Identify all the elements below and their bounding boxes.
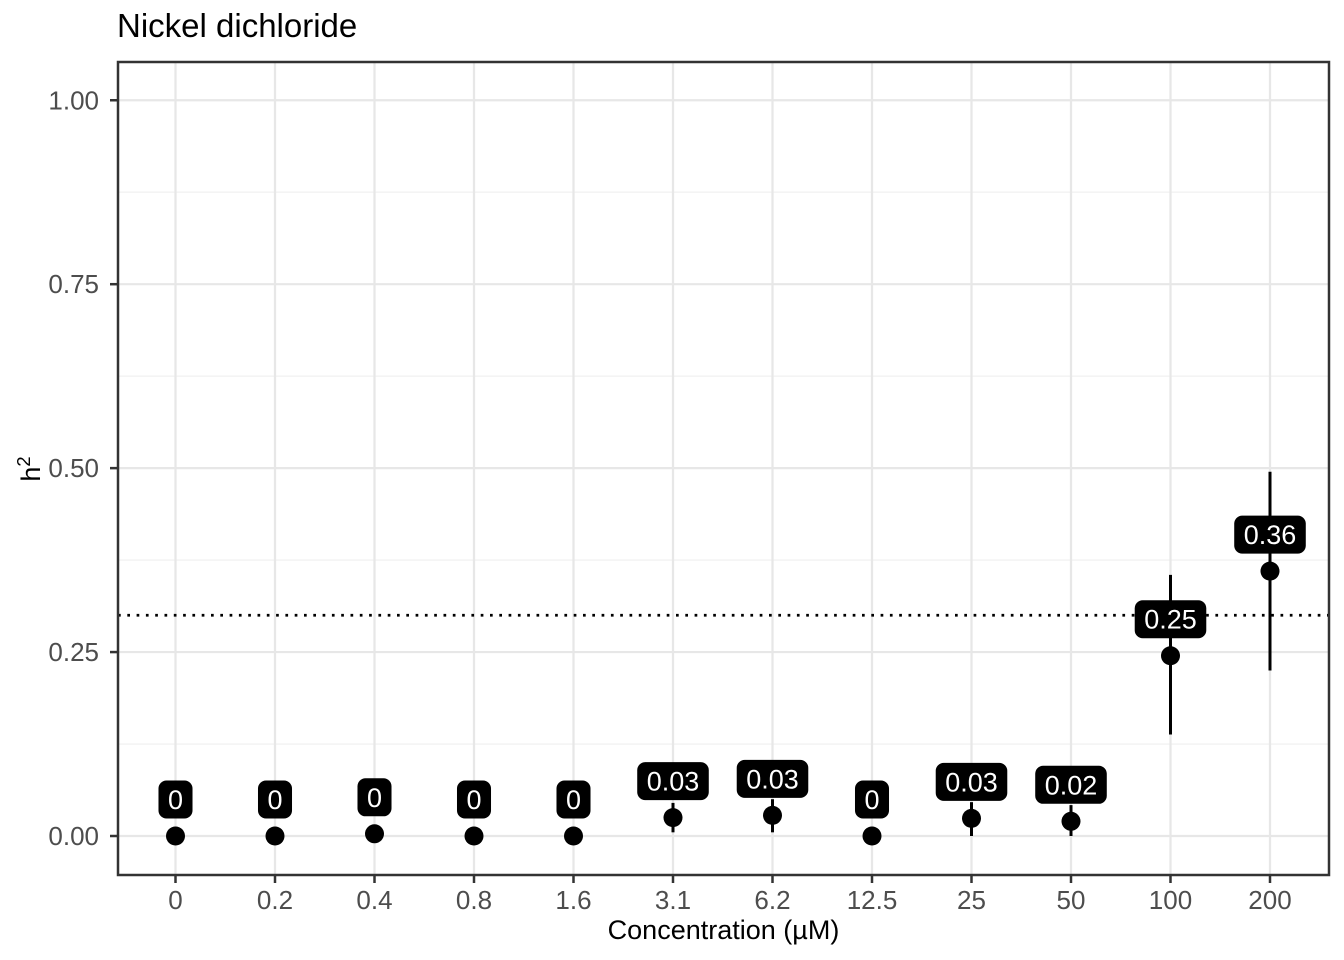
- value-label-box: [357, 778, 392, 817]
- x-tick-label: 50: [1057, 885, 1086, 915]
- value-label-box: [1035, 765, 1107, 804]
- y-tick-label: 0.50: [48, 453, 99, 483]
- x-tick-label: 0.2: [257, 885, 293, 915]
- x-tick-label: 3.1: [655, 885, 691, 915]
- value-label-text: 0.03: [746, 764, 799, 794]
- value-label-text: 0.03: [945, 767, 998, 797]
- data-point: [663, 808, 683, 828]
- value-label-box: [637, 762, 709, 801]
- value-label-text: 0: [168, 785, 183, 815]
- data-point: [166, 826, 185, 846]
- data-point: [1260, 561, 1280, 581]
- x-tick-label: 100: [1149, 885, 1192, 915]
- data-point: [564, 826, 583, 846]
- value-label-text: 0.25: [1144, 605, 1197, 635]
- x-tick-label: 0.8: [456, 885, 492, 915]
- data-point: [962, 808, 981, 828]
- value-label-box: [736, 759, 809, 798]
- plot-title: Nickel dichloride: [117, 7, 358, 44]
- y-tick-label: 0.25: [48, 637, 99, 667]
- y-axis-title: h2: [13, 456, 47, 481]
- value-label-box: [1234, 515, 1306, 554]
- x-tick-label: 6.2: [754, 885, 790, 915]
- data-point: [464, 826, 484, 846]
- y-axis-title-base: h: [16, 466, 46, 482]
- value-label-text: 0: [367, 783, 382, 813]
- x-tick-label: 0.4: [356, 885, 392, 915]
- x-tick-label: 1.6: [555, 885, 591, 915]
- data-point: [1161, 646, 1180, 666]
- value-label-box: [854, 780, 890, 819]
- y-tick-label: 1.00: [48, 85, 99, 115]
- data-point: [365, 824, 384, 844]
- value-label-text: 0: [566, 785, 581, 815]
- data-point: [1061, 811, 1081, 831]
- x-tick-label: 0: [168, 885, 182, 915]
- value-label-box: [158, 780, 193, 819]
- value-label-text: 0.02: [1045, 770, 1098, 800]
- x-tick-label: 200: [1248, 885, 1291, 915]
- value-label-text: 0: [864, 785, 879, 815]
- data-point: [265, 826, 285, 846]
- data-point: [862, 826, 882, 846]
- value-label-box: [456, 780, 492, 819]
- x-tick-label: 12.5: [847, 885, 898, 915]
- value-label-text: 0: [466, 785, 481, 815]
- value-label-text: 0.36: [1244, 520, 1297, 550]
- x-tick-label: 25: [957, 885, 986, 915]
- y-tick-label: 0.00: [48, 821, 99, 851]
- y-axis-title-exponent: 2: [13, 456, 34, 467]
- value-label-box: [556, 780, 591, 819]
- value-label-box: [935, 762, 1008, 801]
- x-axis-title: Concentration (µM): [607, 915, 840, 945]
- value-label-box: [257, 780, 293, 819]
- data-point: [763, 805, 782, 825]
- value-label-text: 0: [267, 785, 282, 815]
- y-tick-label: 0.75: [48, 269, 99, 299]
- value-label-box: [1134, 600, 1207, 639]
- value-label-text: 0.03: [647, 767, 700, 797]
- panel-border: [116, 60, 1331, 877]
